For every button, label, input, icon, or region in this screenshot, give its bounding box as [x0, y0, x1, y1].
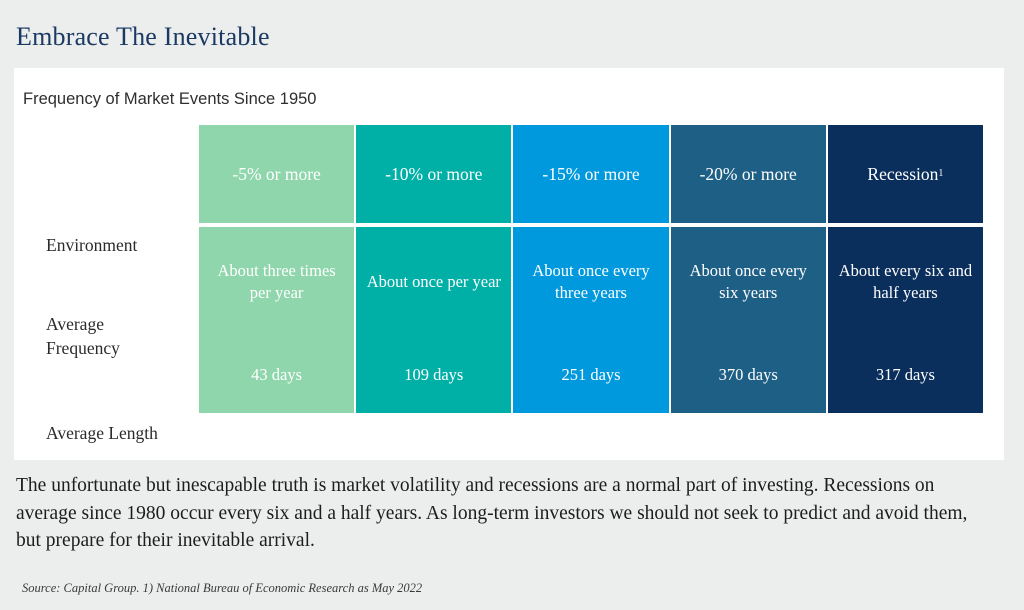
header-label: -15% or more [542, 163, 640, 184]
row-label-average-frequency: Average Frequency [46, 313, 120, 361]
table-column-3-body: About once every three years 251 days [513, 227, 669, 413]
row-label-environment: Environment [46, 235, 138, 255]
length-cell-recession: 317 days [827, 337, 984, 413]
header-cell-drawdown-15: -15% or more [513, 125, 669, 223]
header-cell-drawdown-10: -10% or more [356, 125, 512, 223]
page-title: Embrace The Inevitable [16, 22, 270, 51]
market-events-table: -5% or more -10% or more -15% or more -2… [199, 125, 984, 413]
header-label: -20% or more [699, 163, 797, 184]
length-cell-drawdown-20: 370 days [670, 337, 826, 413]
table-column-1-body: About three times per year 43 days [199, 227, 355, 413]
header-label: -10% or more [385, 163, 483, 184]
body-paragraph: The unfortunate but inescapable truth is… [16, 475, 968, 552]
header-cell-drawdown-20: -20% or more [670, 125, 826, 223]
table-column-2: -10% or more [356, 125, 512, 223]
chart-card: Frequency of Market Events Since 1950 -5… [14, 68, 1004, 460]
source-note: Source: Capital Group. 1) National Burea… [22, 581, 423, 595]
table-column-2-body: About once per year 109 days [356, 227, 512, 413]
table-column-4: -20% or more [670, 125, 826, 223]
frequency-cell-drawdown-20: About once every six years [670, 227, 826, 337]
table-body-rows: About three times per year 43 days About… [199, 227, 984, 413]
row-label-average-length: Average Length [46, 423, 158, 443]
table-column-1: -5% or more [199, 125, 355, 223]
row-label-line-1: Average [46, 314, 104, 334]
frequency-cell-drawdown-5: About three times per year [199, 227, 355, 337]
length-cell-drawdown-15: 251 days [513, 337, 669, 413]
row-label-line-2: Frequency [46, 337, 120, 358]
table-column-5-body: About every six and half years 317 days [827, 227, 984, 413]
header-cell-recession: Recession 1 [827, 125, 984, 223]
table-column-3: -15% or more [513, 125, 669, 223]
header-label: -5% or more [232, 163, 321, 184]
header-label: Recession [867, 163, 939, 184]
header-cell-drawdown-5: -5% or more [199, 125, 355, 223]
length-cell-drawdown-5: 43 days [199, 337, 355, 413]
table-header-row: -5% or more -10% or more -15% or more -2… [199, 125, 984, 223]
frequency-cell-drawdown-15: About once every three years [513, 227, 669, 337]
table-column-4-body: About once every six years 370 days [670, 227, 826, 413]
frequency-cell-drawdown-10: About once per year [356, 227, 512, 337]
frequency-cell-recession: About every six and half years [827, 227, 984, 337]
chart-heading: Frequency of Market Events Since 1950 [23, 90, 317, 108]
table-column-5: Recession 1 [827, 125, 984, 223]
length-cell-drawdown-10: 109 days [356, 337, 512, 413]
